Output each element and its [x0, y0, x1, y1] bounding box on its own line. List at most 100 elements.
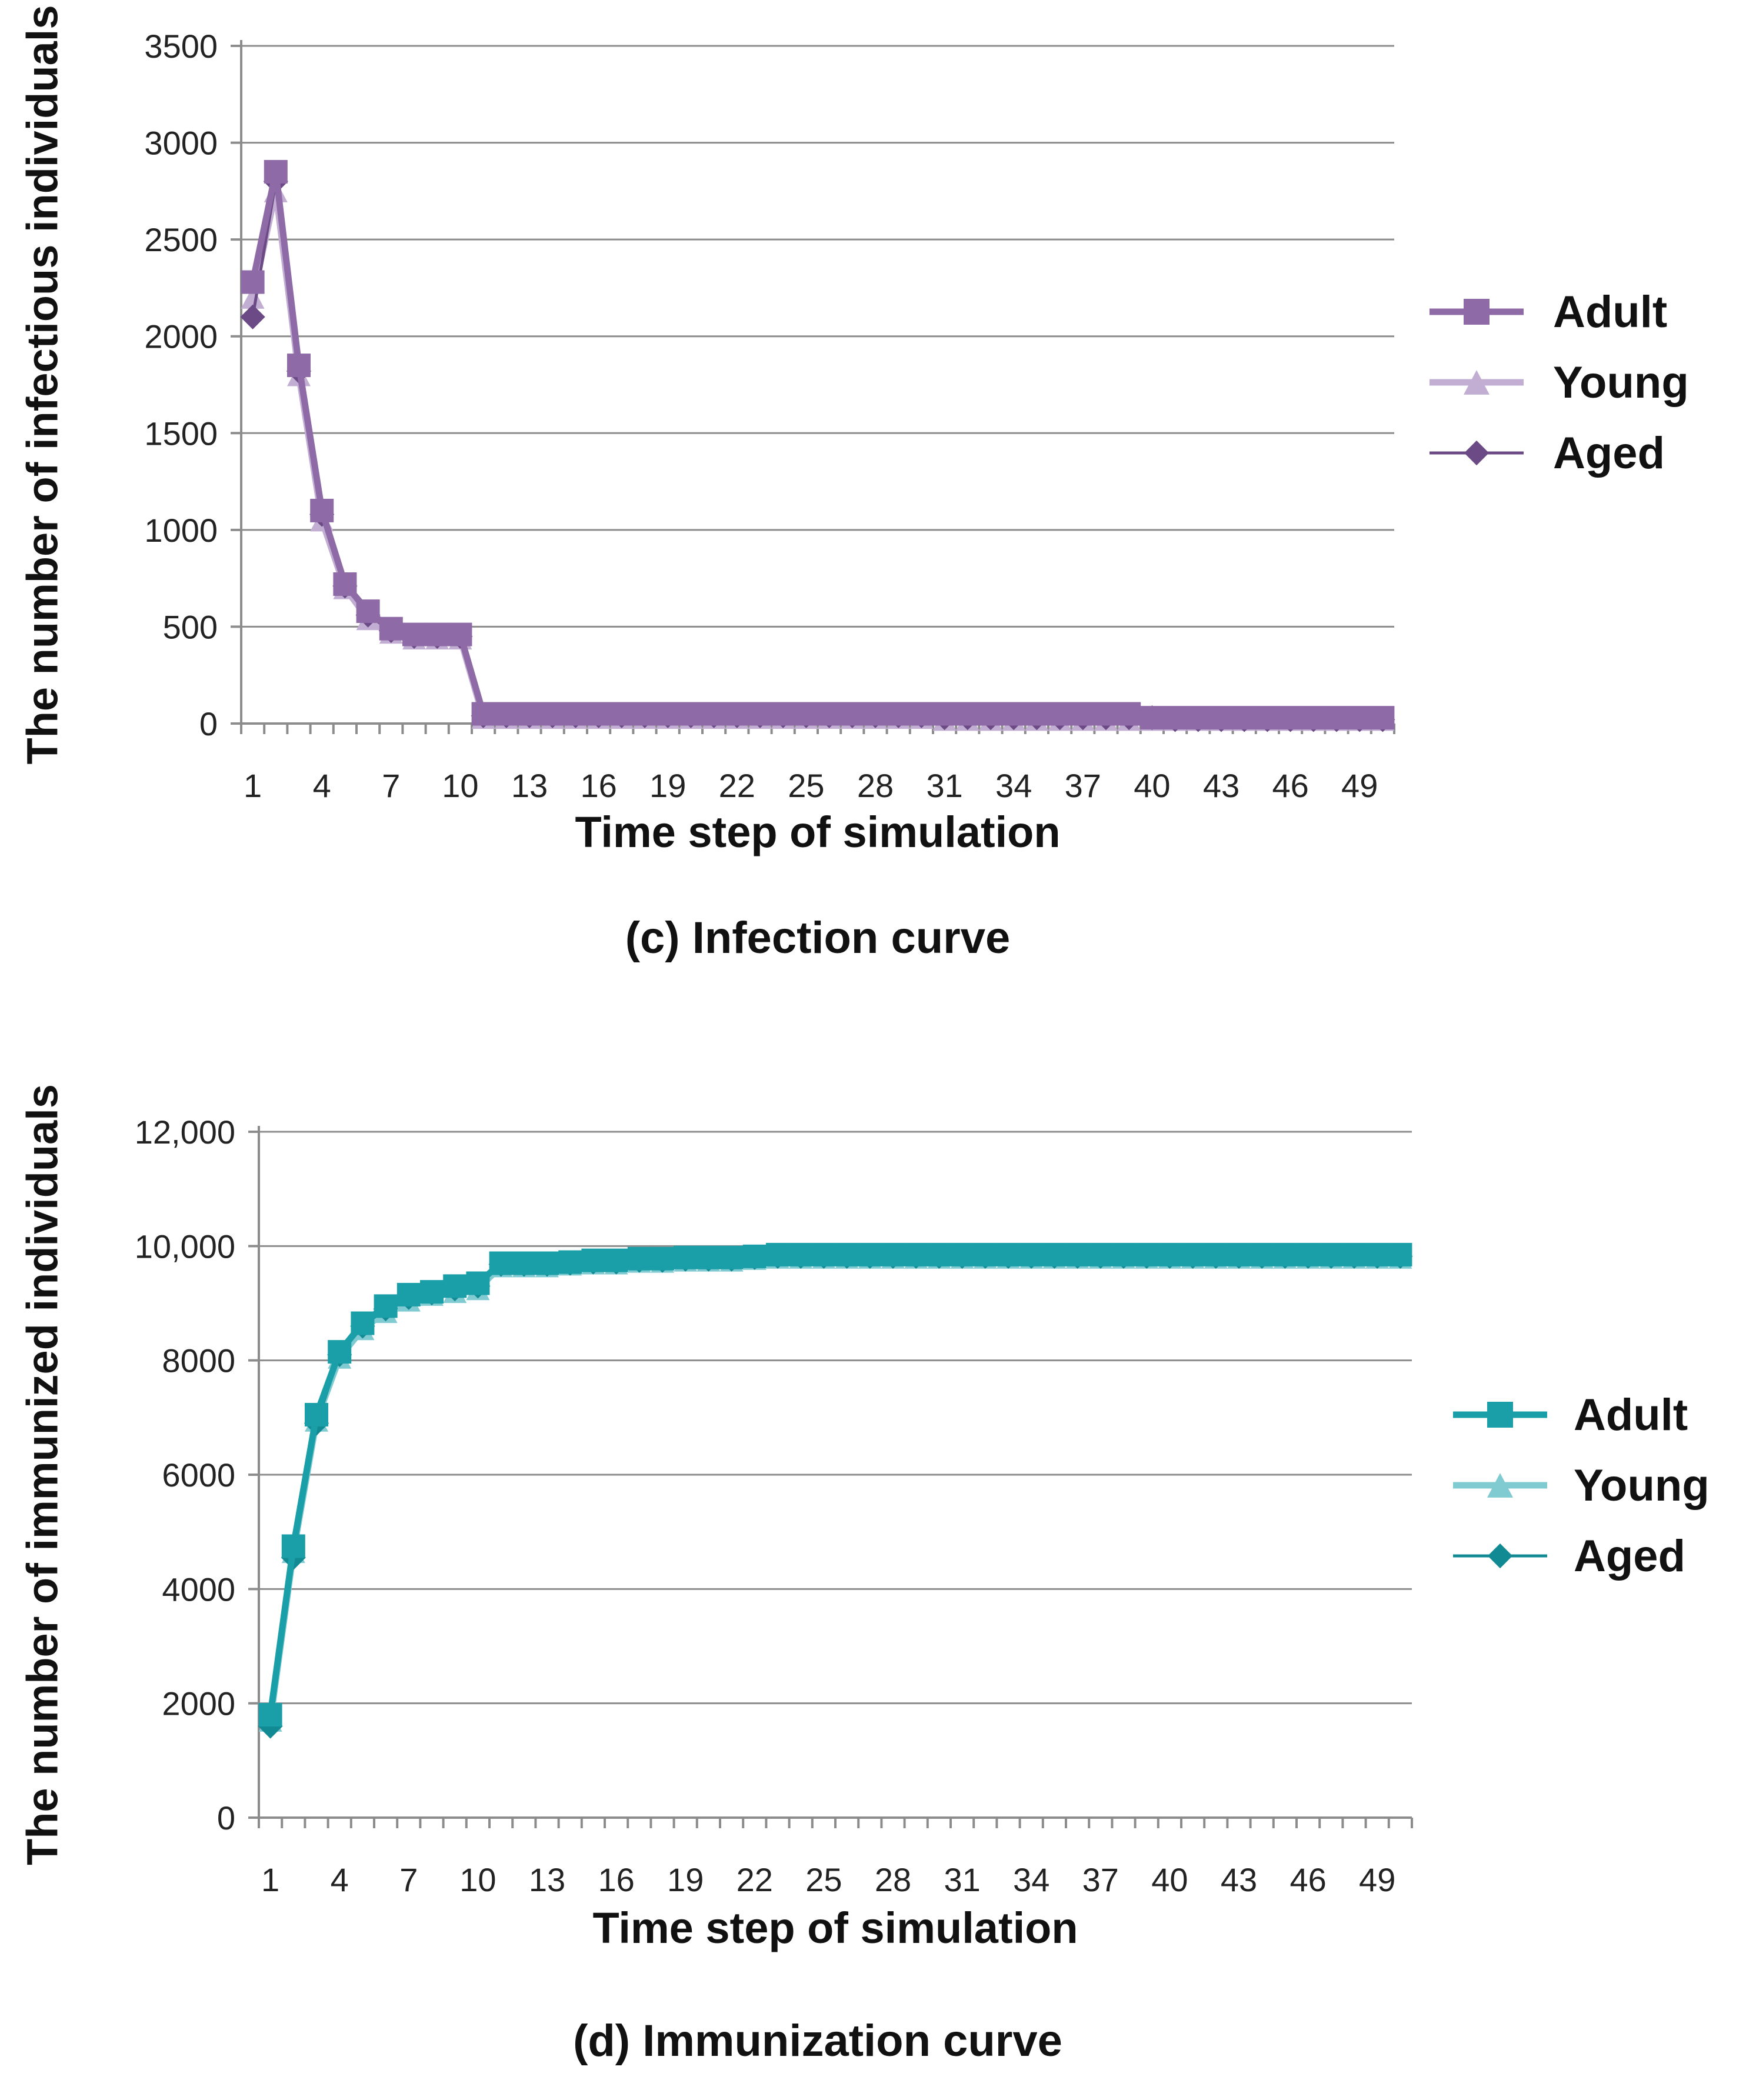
- data-point-adult: [558, 1250, 582, 1274]
- x-tick-label: 31: [926, 767, 962, 804]
- data-point-adult: [264, 159, 288, 184]
- y-tick-label: 0: [217, 1799, 235, 1836]
- data-point-adult: [494, 702, 518, 726]
- legend-marker-aged: [1487, 1543, 1513, 1569]
- data-point-adult: [1255, 706, 1279, 730]
- legend: Adult Young Aged: [1430, 287, 1689, 478]
- x-tick-label: 4: [313, 767, 331, 804]
- data-point-adult: [604, 1248, 628, 1272]
- x-tick-label: 28: [875, 1861, 911, 1898]
- data-point-adult: [973, 1242, 997, 1266]
- legend-label-aged: Aged: [1574, 1531, 1685, 1581]
- data-point-adult: [281, 1534, 305, 1558]
- x-tick-label: 43: [1221, 1861, 1257, 1898]
- series-young: [258, 1246, 1412, 1732]
- series-adult: [258, 1242, 1412, 1727]
- data-point-adult: [379, 616, 403, 641]
- data-point-adult: [881, 1242, 905, 1266]
- data-point-adult: [351, 1311, 375, 1335]
- data-point-adult: [887, 702, 911, 726]
- x-tick-label: 22: [737, 1861, 773, 1898]
- x-tick-label: 25: [788, 767, 824, 804]
- data-point-adult: [627, 1246, 651, 1271]
- x-axis-title: Time step of simulation: [592, 1904, 1078, 1952]
- y-tick-label: 4000: [162, 1571, 235, 1608]
- legend-label-adult: Adult: [1553, 287, 1667, 337]
- data-point-adult: [581, 1248, 605, 1272]
- data-point-adult: [466, 1271, 490, 1295]
- x-tick-label: 19: [667, 1861, 704, 1898]
- legend-item-aged: Aged: [1453, 1531, 1685, 1581]
- data-point-adult: [541, 702, 565, 726]
- data-point-adult: [1065, 1242, 1089, 1266]
- legend-marker-adult: [1464, 299, 1490, 325]
- y-tick-label: 1500: [144, 415, 218, 452]
- data-point-adult: [1371, 706, 1395, 730]
- data-point-adult: [742, 1244, 767, 1268]
- infection-chart: 0 500 1000 1500 2000 2500 3000 3500 1 4 7 10 13 16 19 2…: [18, 5, 1689, 964]
- series-adult: [241, 159, 1395, 730]
- x-tick-label: 40: [1134, 767, 1170, 804]
- y-axis-title: The number of immunized individuals: [18, 1084, 67, 1865]
- y-tick-label: 3000: [144, 125, 218, 162]
- legend-marker-aged: [1464, 440, 1490, 466]
- data-point-adult: [927, 1242, 951, 1266]
- legend-label-adult: Adult: [1574, 1390, 1688, 1440]
- data-point-adult: [305, 1402, 328, 1426]
- x-tick-label: 28: [857, 767, 894, 804]
- legend-item-young: Young: [1430, 358, 1689, 408]
- legend-marker-young: [1464, 370, 1490, 395]
- data-point-adult: [1163, 706, 1187, 730]
- x-tick-label: 13: [529, 1861, 565, 1898]
- data-point-adult: [858, 1242, 882, 1266]
- legend-item-aged: Aged: [1430, 428, 1665, 478]
- x-tick-label: 7: [382, 767, 400, 804]
- y-tick-label: 3500: [144, 28, 218, 65]
- data-point-young: [241, 286, 265, 309]
- data-point-adult: [1048, 702, 1072, 726]
- data-point-adult: [725, 702, 749, 726]
- data-point-adult: [835, 1242, 859, 1266]
- data-point-adult: [1319, 1242, 1343, 1266]
- data-point-adult: [310, 498, 334, 522]
- data-point-adult: [489, 1251, 513, 1275]
- data-point-adult: [396, 1282, 421, 1306]
- data-point-adult: [748, 702, 772, 726]
- data-point-adult: [471, 702, 495, 726]
- data-point-adult: [287, 354, 311, 378]
- x-tick-label: 31: [944, 1861, 980, 1898]
- y-tick-label: 500: [163, 608, 218, 645]
- data-point-adult: [1348, 706, 1372, 730]
- x-tick-label: 19: [649, 767, 686, 804]
- y-tick-label: 10,000: [135, 1228, 235, 1265]
- data-point-adult: [1209, 706, 1233, 730]
- data-point-adult: [1325, 706, 1348, 730]
- x-tick-label: 43: [1203, 767, 1239, 804]
- chart-caption: (d) Immunization curve: [573, 2016, 1062, 2066]
- data-point-adult: [1071, 702, 1095, 726]
- data-point-adult: [766, 1242, 789, 1266]
- x-axis-title: Time step of simulation: [575, 808, 1060, 856]
- data-point-adult: [1278, 706, 1302, 730]
- series-line-aged: [269, 1255, 1401, 1726]
- data-point-adult: [1158, 1242, 1182, 1266]
- legend-label-aged: Aged: [1553, 428, 1665, 478]
- y-tick-label: 2000: [144, 318, 218, 355]
- data-point-adult: [333, 572, 357, 596]
- series-line-young: [267, 1254, 1401, 1721]
- y-axis-title: The number of infectious individuals: [18, 5, 67, 765]
- x-tick-label: 1: [261, 1861, 279, 1898]
- data-point-adult: [651, 1246, 674, 1271]
- x-tick-label: 37: [1065, 767, 1101, 804]
- data-point-adult: [955, 702, 979, 726]
- y-tick-label: 1000: [144, 512, 218, 549]
- data-point-adult: [840, 702, 864, 726]
- legend-label-young: Young: [1553, 358, 1689, 408]
- data-point-adult: [1025, 702, 1049, 726]
- data-point-adult: [535, 1251, 559, 1275]
- series-aged: [258, 1244, 1413, 1739]
- x-tick-label: 37: [1082, 1861, 1119, 1898]
- x-tick-label: 46: [1272, 767, 1308, 804]
- data-point-adult: [1301, 706, 1325, 730]
- data-point-adult: [719, 1245, 744, 1269]
